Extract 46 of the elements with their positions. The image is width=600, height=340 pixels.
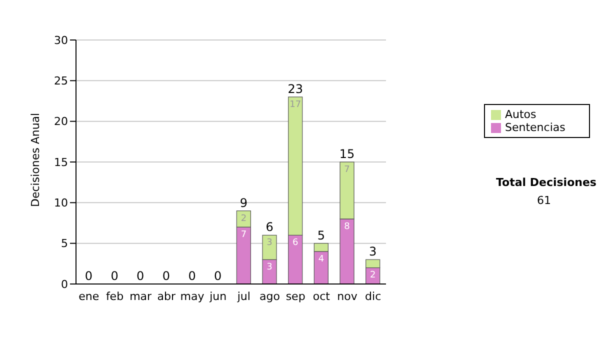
text: 61 <box>536 194 552 207</box>
x-tick-label: nov <box>337 290 358 303</box>
total-label: 9 <box>240 196 248 210</box>
y-tick-label: 0 <box>61 278 68 291</box>
total-label: 15 <box>339 147 355 161</box>
x-tick-label: oct <box>312 290 331 303</box>
x-tick-label: jun <box>208 290 227 303</box>
total-label: 6 <box>266 220 274 234</box>
data-label: 6 <box>292 238 298 248</box>
x-tick-label: mar <box>130 290 152 303</box>
y-tick-label: 5 <box>61 237 68 250</box>
data-label: 8 <box>344 222 350 232</box>
total-label: 0 <box>110 269 118 283</box>
data-label: 3 <box>266 238 272 248</box>
x-tick-label: ago <box>260 290 280 303</box>
total-label: 0 <box>188 269 196 283</box>
data-label: 17 <box>290 100 302 110</box>
legend-label: Autos <box>505 108 536 121</box>
x-tick-label: jul <box>236 290 250 303</box>
text: Total Decisiones <box>496 176 596 189</box>
data-label: 2 <box>370 270 376 281</box>
total-label: 0 <box>162 269 170 283</box>
x-tick-label: dic <box>365 290 382 303</box>
y-tick-label: 10 <box>54 196 68 210</box>
x-tick-label: ene <box>78 290 100 303</box>
data-label: 7 <box>344 165 350 175</box>
y-tick-label: 20 <box>54 115 68 128</box>
total-label: 23 <box>288 82 303 96</box>
data-label: 3 <box>266 262 272 273</box>
x-tick-label: feb <box>106 290 124 303</box>
x-tick-label: may <box>180 290 205 303</box>
x-tick-label: abr <box>157 290 176 303</box>
y-axis-title: Decisiones Anual <box>28 112 42 207</box>
total-label: 5 <box>317 228 326 242</box>
y-tick-label: 15 <box>54 156 68 169</box>
data-label: 4 <box>318 254 324 264</box>
data-label: 7 <box>240 230 247 240</box>
total-label: 0 <box>84 269 93 283</box>
legend-label: Sentencias <box>505 121 566 134</box>
total-label: 3 <box>369 244 377 259</box>
total-label: 0 <box>136 269 144 283</box>
x-tick-label: sep <box>286 290 306 303</box>
data-label: 2 <box>240 214 247 224</box>
y-tick-label: 30 <box>54 34 68 47</box>
total-label: 0 <box>214 269 222 283</box>
y-tick-label: 25 <box>54 74 68 88</box>
